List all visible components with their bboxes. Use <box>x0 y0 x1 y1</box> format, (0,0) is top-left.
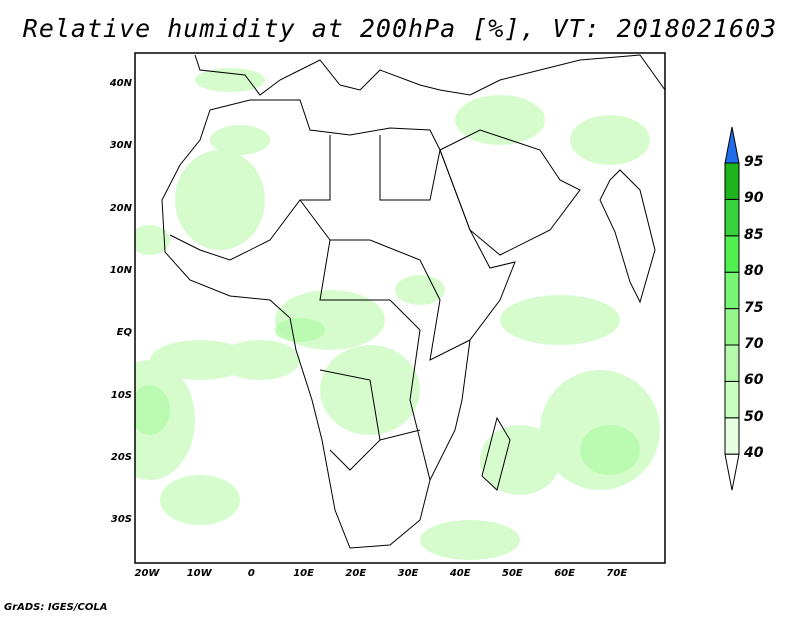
colorbar-label: 75 <box>744 299 764 316</box>
lon-tick-label: 20W <box>134 568 160 579</box>
lon-tick-label: 20E <box>345 568 367 579</box>
india-outline <box>599 169 656 304</box>
lat-tick-label: 30N <box>109 140 132 152</box>
colorbar-label: 70 <box>744 336 764 352</box>
colorbar-label: 50 <box>744 408 764 425</box>
lat-tick-label: 20N <box>109 202 132 214</box>
colorbar-segment <box>724 417 740 455</box>
colorbar <box>724 126 740 491</box>
colorbar-segment <box>724 308 740 346</box>
lat-tick-label: 10S <box>110 389 132 401</box>
grads-credit: GrADS: IGES/COLA <box>4 602 108 613</box>
lon-tick-label: 10W <box>186 568 212 579</box>
lat-tick-label: 40N <box>109 78 132 89</box>
lon-tick-label: 40E <box>449 568 471 579</box>
colorbar-segment <box>724 380 740 419</box>
colorbar-segment <box>724 235 740 273</box>
colorbar-label: 40 <box>744 445 764 462</box>
colorbar-segment <box>724 162 740 200</box>
arabia-outline <box>439 129 581 256</box>
lon-tick-label: 0 <box>247 568 255 579</box>
lat-tick-label: 30S <box>110 514 132 526</box>
colorbar-over-arrow <box>724 126 740 164</box>
lon-tick-label: 60E <box>554 568 575 579</box>
coastlines <box>161 54 665 549</box>
humidity-shading <box>135 68 660 560</box>
lon-tick-label: 50E <box>502 568 523 579</box>
map-frame <box>134 52 666 564</box>
colorbar-label: 90 <box>744 190 764 207</box>
europe-coast <box>194 54 665 96</box>
lon-tick-label: 70E <box>606 568 628 579</box>
madagascar-outline <box>481 416 511 491</box>
map-title: Relative humidity at 200hPa [%], VT: 201… <box>22 14 778 43</box>
colorbar-segment <box>724 198 740 237</box>
colorbar-segment <box>724 344 740 382</box>
colorbar-label: 60 <box>744 372 764 389</box>
colorbar-label: 95 <box>744 154 764 170</box>
colorbar-label: 85 <box>744 226 764 243</box>
lat-tick-label: 20S <box>110 451 132 463</box>
lat-tick-label: EQ <box>116 327 132 339</box>
colorbar-segment <box>724 271 740 310</box>
lon-tick-label: 10E <box>293 568 314 579</box>
borders <box>169 135 471 481</box>
colorbar-label: 80 <box>744 263 764 280</box>
lon-tick-label: 30E <box>397 568 419 579</box>
colorbar-under-arrow <box>724 453 740 491</box>
lat-tick-label: 10N <box>109 264 132 276</box>
